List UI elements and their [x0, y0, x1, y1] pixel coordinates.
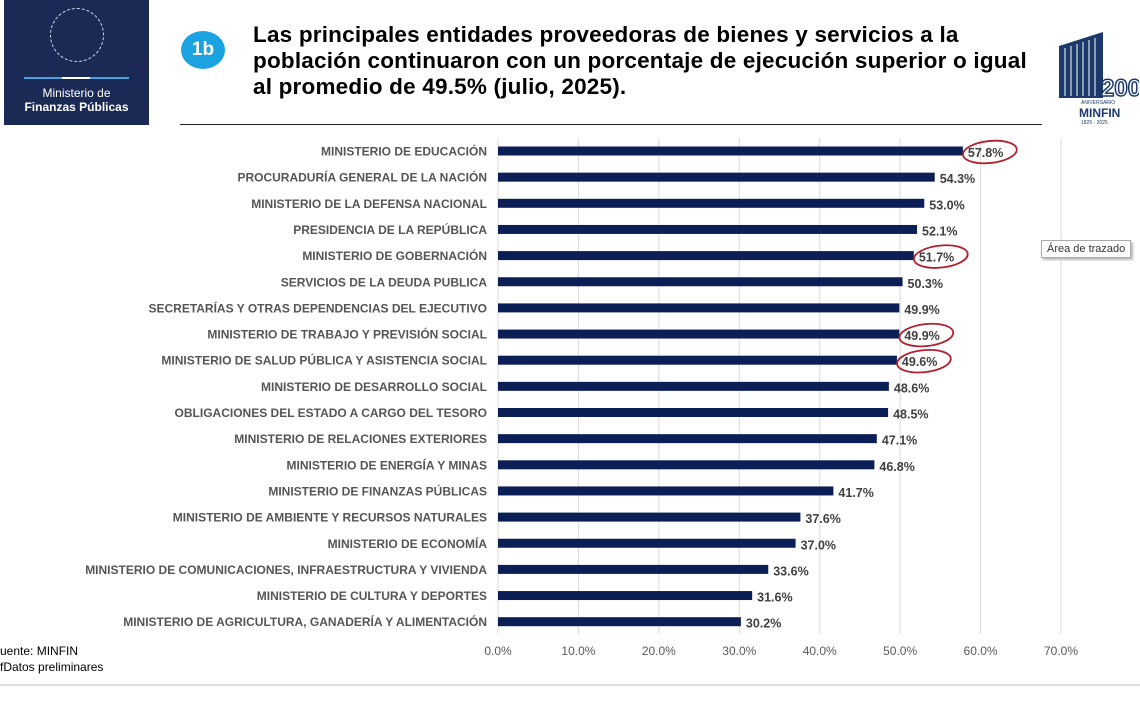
logo-text-line2: Finanzas Públicas [24, 100, 129, 114]
minfin-200-logo: 200 ANIVERSARIO MINFIN 1825 · 2025 [1059, 32, 1139, 126]
category-label: PROCURADURÍA GENERAL DE LA NACIÓN [237, 170, 487, 185]
category-label: SECRETARÍAS Y OTRAS DEPENDENCIAS DEL EJE… [148, 300, 487, 315]
page-title: Las principales entidades proveedoras de… [253, 22, 1027, 99]
data-label: 33.6% [773, 564, 808, 578]
data-label: 30.2% [746, 617, 781, 631]
category-label: MINISTERIO DE ENERGÍA Y MINAS [287, 457, 487, 472]
x-tick-label: 50.0% [883, 644, 917, 658]
x-tick-label: 10.0% [561, 644, 595, 658]
bar [498, 538, 796, 548]
bar [498, 381, 889, 391]
bar [498, 303, 900, 313]
highlight-circle [913, 244, 969, 269]
bar [498, 277, 903, 287]
bar [498, 329, 900, 339]
data-label: 48.6% [894, 381, 929, 395]
data-label: 46.8% [879, 460, 914, 474]
data-label: 57.8% [968, 146, 1003, 160]
category-label: MINISTERIO DE FINANZAS PÚBLICAS [268, 483, 487, 498]
svg-text:1825 · 2025: 1825 · 2025 [1081, 120, 1108, 126]
logo-text-line1: Ministerio de [42, 86, 111, 100]
category-label: MINISTERIO DE GOBERNACIÓN [302, 248, 487, 263]
category-label: MINISTERIO DE EDUCACIÓN [321, 144, 487, 159]
category-label: MINISTERIO DE COMUNICACIONES, INFRAESTRU… [85, 563, 487, 577]
bar [498, 617, 741, 627]
bottom-divider [0, 684, 1140, 686]
data-label: 54.3% [940, 172, 975, 186]
data-label: 31.6% [757, 591, 792, 605]
bar [498, 408, 889, 417]
bar [498, 146, 963, 156]
category-label: MINISTERIO DE AMBIENTE Y RECURSOS NATURA… [173, 511, 487, 525]
logo-divider [24, 77, 129, 79]
preliminary-note: fDatos preliminares [0, 660, 104, 674]
svg-text:MINFIN: MINFIN [1079, 106, 1120, 120]
bar [498, 224, 918, 234]
bar-chart: 0.0% 10.0% 20.0% 30.0% 40.0% 50.0% 60.0% 70.0% M… [85, 138, 1078, 658]
data-label: 49.6% [902, 355, 937, 369]
data-label: 53.0% [929, 198, 964, 212]
x-tick-label: 40.0% [803, 644, 837, 658]
slide-number-badge: 1b [181, 31, 225, 69]
data-label: 41.7% [838, 486, 873, 500]
category-label: MINISTERIO DE RELACIONES EXTERIORES [234, 432, 487, 446]
category-label: OBLIGACIONES DEL ESTADO A CARGO DEL TESO… [175, 406, 487, 420]
category-label: MINISTERIO DE CULTURA Y DEPORTES [257, 589, 487, 603]
svg-text:ANIVERSARIO: ANIVERSARIO [1081, 100, 1115, 106]
data-label: 37.6% [805, 512, 840, 526]
guatemala-seal-icon [50, 8, 104, 62]
data-label: 48.5% [893, 408, 928, 422]
bar [498, 512, 801, 522]
category-label: MINISTERIO DE AGRICULTURA, GANADERÍA Y A… [123, 614, 487, 629]
bar [498, 355, 897, 365]
bar [498, 486, 834, 496]
x-tick-label: 70.0% [1044, 644, 1078, 658]
bar [498, 564, 769, 574]
bar [498, 460, 875, 470]
svg-text:200: 200 [1101, 75, 1139, 102]
bar [498, 172, 935, 182]
category-label: MINISTERIO DE ECONOMÍA [328, 536, 488, 551]
data-label: 52.1% [922, 224, 957, 238]
highlight-circle [896, 349, 952, 374]
bar [498, 198, 925, 208]
x-tick-label: 0.0% [484, 644, 512, 658]
source-note: uente: MINFIN [0, 644, 79, 658]
bar [498, 434, 877, 444]
bar [498, 251, 914, 261]
bar [498, 591, 753, 601]
category-label: PRESIDENCIA DE LA REPÚBLICA [293, 222, 487, 237]
category-label: SERVICIOS DE LA DEUDA PUBLICA [281, 275, 488, 289]
data-label: 50.3% [908, 277, 943, 291]
data-label: 37.0% [801, 538, 836, 552]
data-label: 49.9% [904, 329, 939, 343]
data-label: 49.9% [904, 303, 939, 317]
plot-area-tooltip: Área de trazado [1041, 240, 1132, 258]
category-label: MINISTERIO DE SALUD PÚBLICA Y ASISTENCIA… [161, 353, 487, 368]
title-divider [180, 124, 1042, 125]
ministry-logo: Ministerio de Finanzas Públicas [4, 0, 149, 125]
category-label: MINISTERIO DE LA DEFENSA NACIONAL [251, 197, 487, 211]
category-label: MINISTERIO DE DESARROLLO SOCIAL [261, 380, 487, 394]
category-label: MINISTERIO DE TRABAJO Y PREVISIÓN SOCIAL [207, 327, 487, 342]
x-tick-label: 30.0% [722, 644, 756, 658]
highlight-circle [962, 139, 1018, 165]
x-tick-label: 60.0% [964, 644, 998, 658]
data-label: 47.1% [882, 434, 917, 448]
x-tick-label: 20.0% [642, 644, 676, 658]
highlight-circle [898, 322, 955, 348]
data-label: 51.7% [919, 251, 954, 265]
